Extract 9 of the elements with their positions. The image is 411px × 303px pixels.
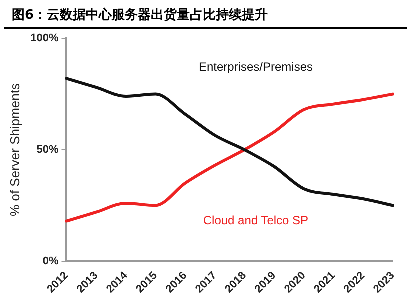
line-series [65,92,394,223]
y-tick-label: 50% [36,144,59,156]
line-series [65,77,394,208]
chart-title: 图6：云数据中心服务器出货量占比持续提升 [4,0,407,29]
y-tick-label: 0% [42,255,59,268]
y-tick-label: 100% [30,32,59,45]
text: Enterprises/Premises [198,60,313,74]
y-axis-title: % of Server Shipments [7,83,22,216]
text: Cloud and Telco SP [203,214,309,228]
